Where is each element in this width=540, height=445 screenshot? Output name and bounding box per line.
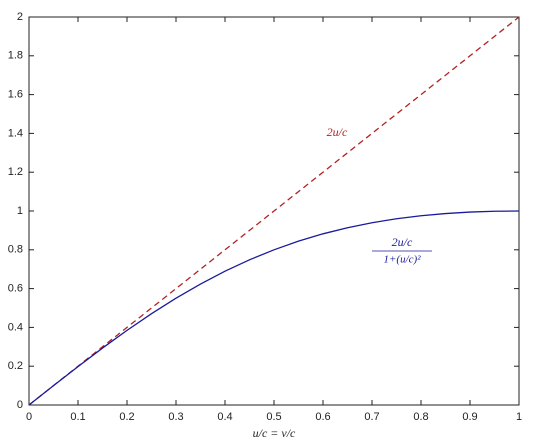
x-tick-label: 0 [26,411,32,423]
x-tick-label: 0.2 [119,411,134,423]
y-tick-label: 0.4 [8,321,23,333]
x-tick-label: 0.6 [315,411,330,423]
annotation-numerator: 2u/c [392,235,413,249]
x-tick-label: 0.8 [413,411,428,423]
line-series [28,210,520,406]
x-tick-label: 0.9 [462,411,477,423]
x-tick-label: 1 [516,411,522,423]
y-tick-label: 1.2 [8,166,23,178]
annotation: 2u/c [327,125,348,139]
x-tick-label: 0.1 [70,411,85,423]
y-tick-label: 2 [17,11,23,23]
y-tick-label: 0.2 [8,360,23,372]
y-tick-label: 1.4 [8,127,23,139]
x-axis-label: u/c = v/c [253,426,296,440]
y-tick-label: 0.8 [8,244,23,256]
x-tick-label: 0.7 [364,411,379,423]
line-series [28,16,520,406]
x-tick-label: 0.4 [217,411,232,423]
annotation-denominator: 1+(u/c)² [384,254,422,266]
y-tick-label: 1.6 [8,89,23,101]
y-tick-label: 1 [17,205,23,217]
x-tick-label: 0.3 [168,411,183,423]
y-tick-label: 0 [17,399,23,411]
y-tick-label: 1.8 [8,50,23,62]
x-tick-label: 0.5 [266,411,281,423]
y-tick-label: 0.6 [8,283,23,295]
